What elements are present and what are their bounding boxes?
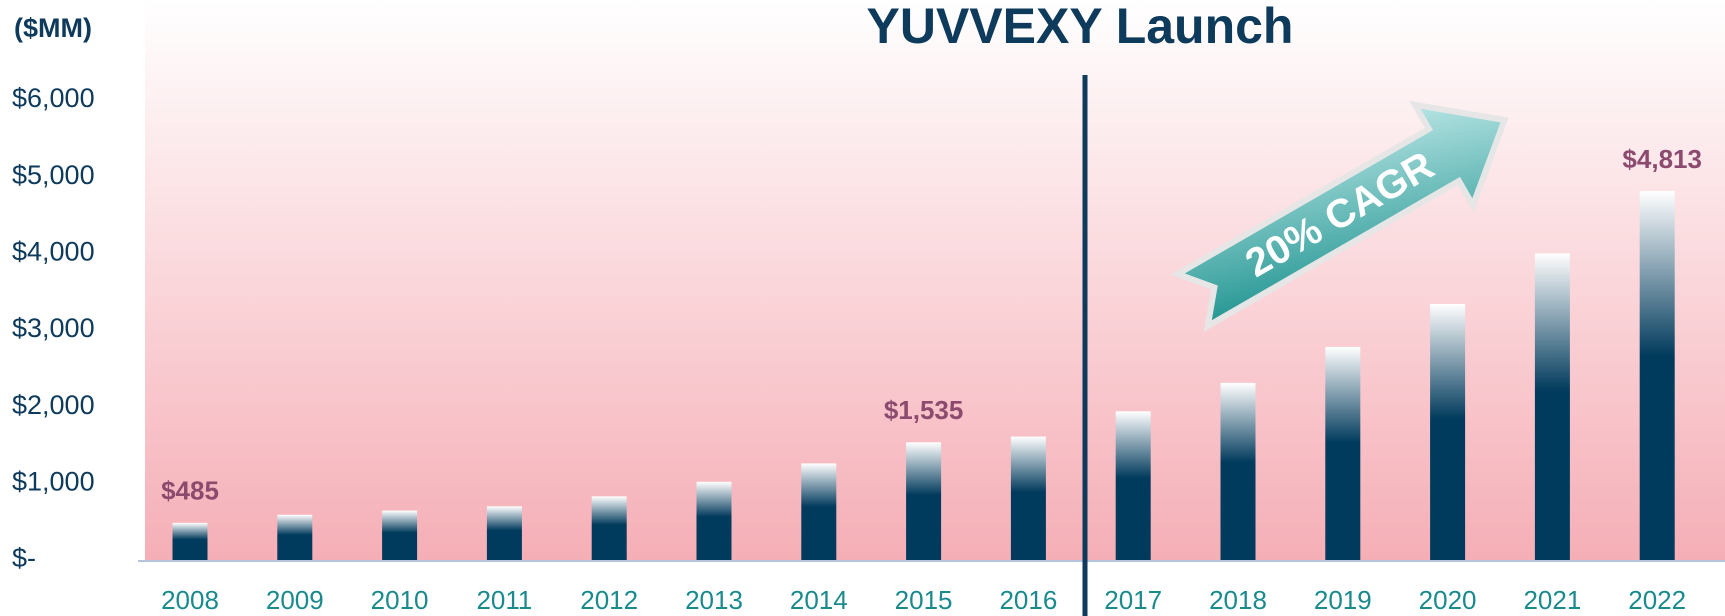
bar (1534, 253, 1570, 561)
bar (906, 442, 942, 560)
bar (1639, 191, 1675, 560)
x-tick-label: 2018 (1209, 585, 1267, 615)
x-tick-label: 2020 (1419, 585, 1477, 615)
y-tick-label: $4,000 (12, 236, 95, 266)
y-tick-label: $5,000 (12, 160, 95, 190)
bar (1220, 382, 1256, 560)
x-tick-label: 2015 (895, 585, 953, 615)
x-tick-label: 2010 (371, 585, 429, 615)
y-tick-label: $6,000 (12, 83, 95, 113)
bar (696, 481, 732, 560)
bar (172, 522, 208, 560)
value-label: $4,813 (1622, 144, 1702, 174)
x-tick-label: 2014 (790, 585, 848, 615)
x-tick-label: 2017 (1104, 585, 1162, 615)
value-label: $1,535 (884, 395, 964, 425)
arrow-shape (1170, 100, 1509, 332)
y-tick-label: $1,000 (12, 466, 95, 496)
y-tick-label: $2,000 (12, 390, 95, 420)
x-tick-label: 2016 (999, 585, 1057, 615)
bar (486, 506, 522, 560)
bar (591, 496, 627, 560)
bar (382, 510, 418, 560)
x-tick-label: 2022 (1628, 585, 1686, 615)
bar (1325, 346, 1361, 560)
y-tick-label: $- (12, 543, 36, 573)
y-tick-label: $3,000 (12, 313, 95, 343)
bar (277, 514, 313, 560)
x-tick-label: 2011 (476, 585, 532, 615)
x-tick-label: 2012 (580, 585, 638, 615)
chart-title: YUVVEXY Launch (867, 0, 1294, 54)
bar (1010, 436, 1046, 560)
bar (1115, 411, 1151, 560)
value-label: $485 (161, 476, 219, 506)
x-tick-label: 2008 (161, 585, 219, 615)
bar (801, 463, 837, 560)
axis-unit: ($MM) (14, 13, 92, 43)
x-tick-label: 2019 (1314, 585, 1372, 615)
x-tick-label: 2013 (685, 585, 743, 615)
x-tick-label: 2021 (1523, 585, 1581, 615)
bar (1430, 303, 1466, 560)
x-tick-label: 2009 (266, 585, 324, 615)
